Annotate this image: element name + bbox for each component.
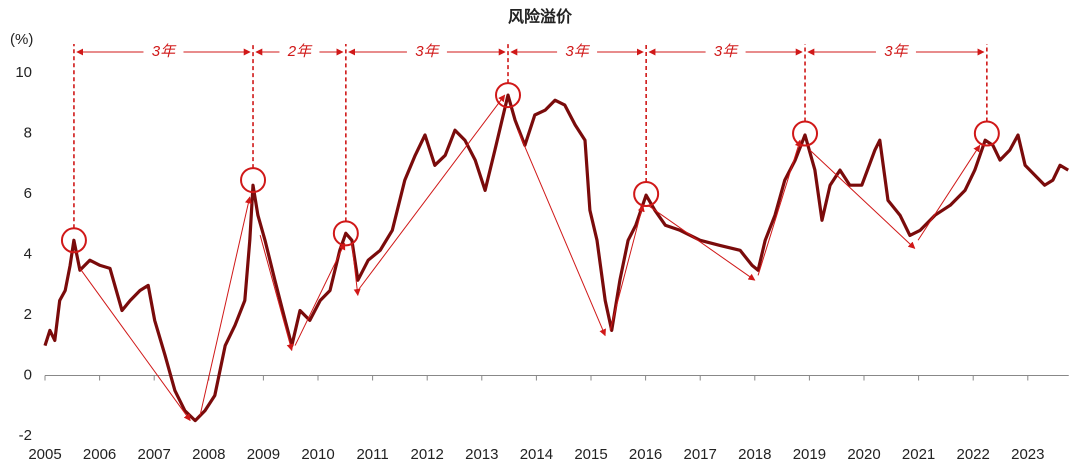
peak-circle bbox=[633, 181, 660, 207]
x-tick-label: 2015 bbox=[574, 446, 607, 463]
x-tick-label: 2006 bbox=[83, 446, 116, 463]
x-tick-label: 2010 bbox=[301, 446, 334, 463]
trend-arrow bbox=[79, 268, 191, 422]
peak-circle bbox=[792, 120, 819, 147]
trend-arrow bbox=[351, 243, 361, 297]
peak-circle bbox=[332, 220, 359, 247]
interval-label: 3年 bbox=[884, 43, 909, 60]
x-tick-label: 2005 bbox=[28, 446, 61, 463]
y-tick-label: 0 bbox=[24, 366, 32, 383]
data-line bbox=[43, 93, 1070, 423]
trend-arrow bbox=[917, 144, 981, 241]
chart-title: 风险溢价 bbox=[508, 7, 573, 26]
x-tick-label: 2017 bbox=[684, 446, 717, 463]
x-tick-label: 2011 bbox=[356, 446, 388, 463]
x-tick-label: 2020 bbox=[847, 446, 880, 463]
peak-circle bbox=[495, 82, 522, 109]
y-tick-label: 10 bbox=[15, 64, 32, 81]
x-tick-label: 2008 bbox=[192, 446, 225, 463]
trend-arrow bbox=[647, 204, 756, 281]
trend-arrow bbox=[609, 204, 645, 331]
interval-label: 2年 bbox=[287, 43, 313, 60]
y-axis-label: (%) bbox=[10, 31, 33, 48]
trend-arrow bbox=[199, 196, 252, 416]
interval-label: 3年 bbox=[565, 43, 590, 60]
trend-arrow bbox=[294, 242, 346, 346]
x-tick-label: 2018 bbox=[738, 446, 771, 463]
x-tick-label: 2014 bbox=[520, 446, 553, 463]
x-tick-label: 2016 bbox=[629, 446, 662, 463]
x-tick-label: 2023 bbox=[1011, 446, 1044, 463]
y-tick-label: 4 bbox=[24, 245, 32, 262]
y-tick-label: 8 bbox=[24, 124, 32, 141]
trend-arrow bbox=[757, 139, 802, 276]
trend-arrow bbox=[357, 94, 506, 291]
interval-label: 3年 bbox=[415, 43, 440, 60]
x-tick-label: 2022 bbox=[957, 446, 990, 463]
x-tick-label: 2019 bbox=[793, 446, 826, 463]
x-tick-label: 2012 bbox=[411, 446, 444, 463]
y-tick-label: -2 bbox=[19, 427, 32, 444]
peak-circle bbox=[240, 167, 267, 194]
trend-arrow bbox=[809, 149, 916, 249]
peak-circle bbox=[973, 120, 1000, 147]
trend-arrow bbox=[259, 235, 294, 352]
x-tick-label: 2013 bbox=[465, 446, 498, 463]
y-tick-label: 2 bbox=[24, 306, 32, 323]
y-tick-label: 6 bbox=[24, 185, 32, 202]
x-tick-label: 2009 bbox=[247, 446, 280, 463]
x-tick-label: 2007 bbox=[138, 446, 171, 463]
x-tick-label: 2021 bbox=[902, 446, 935, 463]
peak-circle bbox=[60, 227, 87, 254]
interval-label: 3年 bbox=[152, 43, 177, 60]
interval-label: 3年 bbox=[714, 43, 739, 60]
trend-arrow bbox=[517, 129, 606, 337]
